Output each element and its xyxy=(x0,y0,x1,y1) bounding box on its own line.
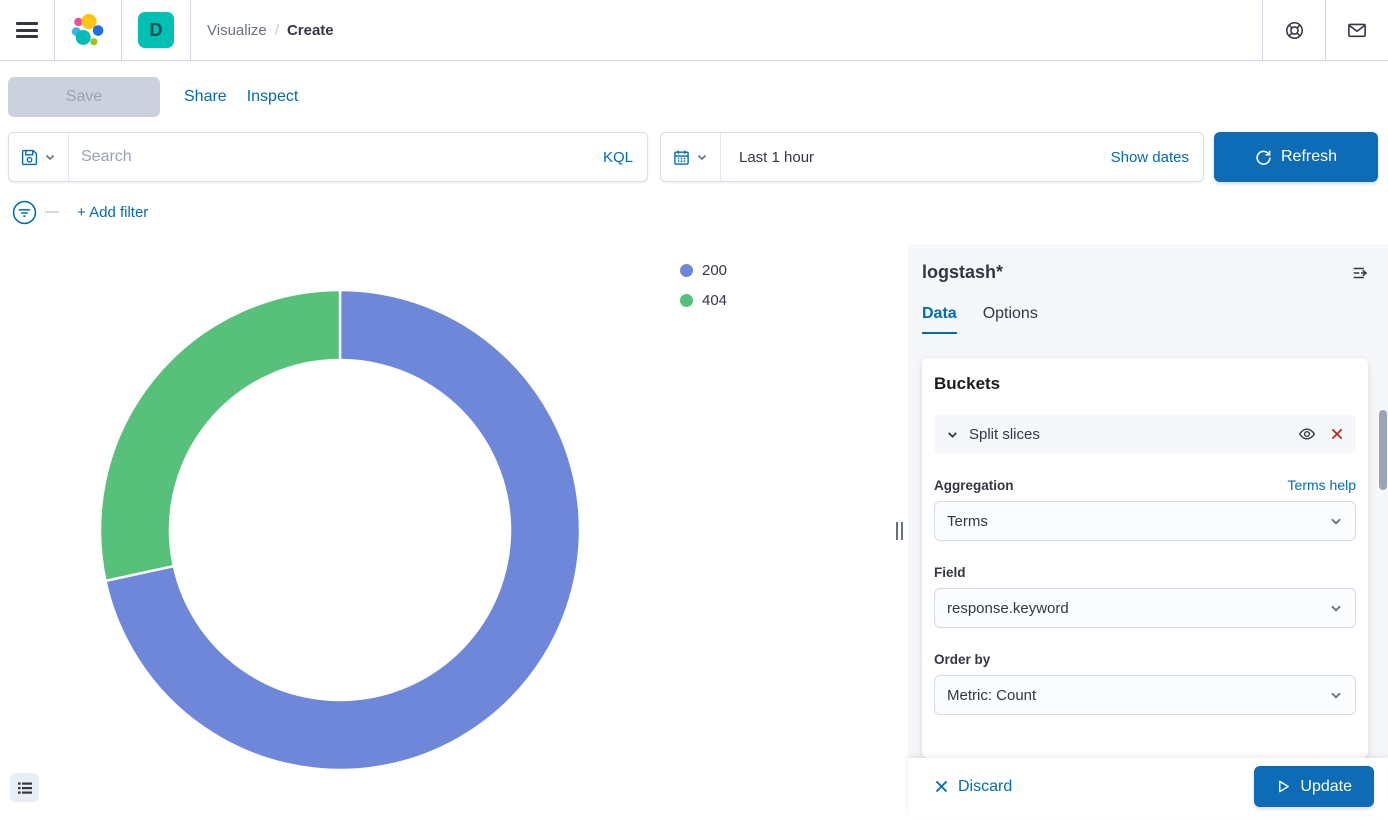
refresh-icon xyxy=(1256,150,1271,165)
legend-item-404[interactable]: 404 xyxy=(680,292,727,309)
aggregation-select[interactable]: Terms xyxy=(934,501,1356,541)
pie-slice-404[interactable] xyxy=(98,288,342,583)
filter-pin-divider xyxy=(45,211,59,213)
field-value: response.keyword xyxy=(947,599,1069,617)
header-divider xyxy=(121,0,122,60)
visualize-toolbar: Save Share Inspect xyxy=(0,62,1388,132)
save-query-icon xyxy=(21,149,38,165)
save-button[interactable]: Save xyxy=(8,77,160,117)
editor-action-bar: Discard Update xyxy=(908,758,1388,815)
chart-legend: 200 404 xyxy=(680,262,727,309)
breadcrumb: Visualize / Create xyxy=(191,0,350,60)
refresh-button[interactable]: Refresh xyxy=(1214,132,1378,182)
chevron-down-icon xyxy=(1331,518,1341,525)
tab-data[interactable]: Data xyxy=(922,305,957,334)
list-icon xyxy=(17,782,32,794)
header-divider xyxy=(1262,0,1263,60)
order-by-label: Order by xyxy=(934,652,991,667)
close-icon xyxy=(935,780,948,793)
hamburger-menu-icon[interactable] xyxy=(16,22,38,38)
add-filter-button[interactable]: + Add filter xyxy=(77,203,149,221)
editor-tabs: Data Options xyxy=(908,283,1388,334)
chevron-down-icon xyxy=(948,431,957,438)
update-button[interactable]: Update xyxy=(1254,766,1374,807)
tab-options[interactable]: Options xyxy=(983,305,1038,334)
legend-toggle-button[interactable] xyxy=(10,773,39,802)
help-icon xyxy=(1285,21,1303,39)
legend-dot-200 xyxy=(680,264,693,277)
chevron-down-icon xyxy=(697,154,707,161)
play-icon xyxy=(1279,780,1290,793)
index-pattern-title: logstash* xyxy=(922,262,1004,282)
vis-editor-sidebar: logstash* Data Options Buckets Split sli… xyxy=(908,244,1388,815)
menu-right-icon xyxy=(1353,267,1368,278)
filter-options-button[interactable] xyxy=(12,200,37,225)
discard-label: Discard xyxy=(958,777,1013,795)
elastic-logo-icon xyxy=(71,13,104,46)
newsfeed-button[interactable] xyxy=(1326,0,1388,60)
legend-dot-404 xyxy=(680,294,693,307)
saved-query-menu-button[interactable] xyxy=(9,133,69,181)
search-input[interactable] xyxy=(69,133,589,181)
order-by-select[interactable]: Metric: Count xyxy=(934,675,1356,715)
app-header: D Visualize / Create xyxy=(0,0,1388,61)
field-row: Field response.keyword xyxy=(934,565,1356,628)
close-icon xyxy=(1331,428,1343,440)
header-divider xyxy=(54,0,55,60)
date-picker-group: Last 1 hour Show dates xyxy=(660,132,1204,182)
mail-icon xyxy=(1348,23,1366,38)
query-bar: KQL Last 1 hour Show dates Refresh xyxy=(0,132,1388,182)
search-group: KQL xyxy=(8,132,648,182)
aggregation-label: Aggregation xyxy=(934,478,1014,493)
menu-section[interactable] xyxy=(0,0,54,60)
show-dates-button[interactable]: Show dates xyxy=(1110,148,1189,166)
share-button[interactable]: Share xyxy=(184,88,227,105)
space-badge[interactable]: D xyxy=(138,12,174,48)
field-select[interactable]: response.keyword xyxy=(934,588,1356,628)
remove-bucket-button[interactable] xyxy=(1330,427,1344,441)
eye-icon xyxy=(1298,428,1316,440)
filter-icon xyxy=(12,200,37,224)
space-selector[interactable]: D xyxy=(122,0,190,60)
breadcrumb-visualize[interactable]: Visualize xyxy=(207,21,267,39)
aggregation-value: Terms xyxy=(947,512,988,530)
legend-label: 404 xyxy=(702,292,728,309)
query-language-button[interactable]: KQL xyxy=(602,148,633,166)
buckets-panel: Buckets Split slices xyxy=(922,358,1368,758)
order-by-value: Metric: Count xyxy=(947,686,1037,704)
panel-resize-handle[interactable] xyxy=(890,519,908,543)
update-label: Update xyxy=(1300,777,1352,795)
terms-help-link[interactable]: Terms help xyxy=(1287,477,1356,493)
visualization-canvas xyxy=(0,244,908,815)
chevron-down-icon xyxy=(45,154,55,161)
legend-item-200[interactable]: 200 xyxy=(680,262,727,279)
field-label: Field xyxy=(934,565,966,580)
calendar-icon xyxy=(674,150,689,165)
toggle-visibility-button[interactable] xyxy=(1298,425,1316,443)
discard-button[interactable]: Discard xyxy=(934,778,1012,796)
header-divider xyxy=(1325,0,1326,60)
split-slices-accordion[interactable]: Split slices xyxy=(934,415,1356,453)
refresh-label: Refresh xyxy=(1280,148,1338,165)
time-range-display[interactable]: Last 1 hour xyxy=(739,148,815,166)
legend-label: 200 xyxy=(702,262,728,279)
breadcrumb-create: Create xyxy=(286,21,334,39)
chevron-down-icon xyxy=(1331,692,1341,699)
help-button[interactable] xyxy=(1263,0,1325,60)
donut-chart xyxy=(98,288,582,772)
panel-scrollbar[interactable] xyxy=(1379,410,1387,490)
collapse-sidebar-button[interactable] xyxy=(1352,264,1370,282)
quick-select-time-button[interactable] xyxy=(661,133,721,181)
pie-slice-200[interactable] xyxy=(103,288,582,772)
split-slices-label: Split slices xyxy=(969,425,1040,443)
elastic-logo[interactable] xyxy=(55,0,121,60)
aggregation-row: Aggregation Terms help Terms xyxy=(934,477,1356,541)
order-by-row: Order by Metric: Count xyxy=(934,652,1356,715)
filter-bar: + Add filter xyxy=(0,196,1388,228)
buckets-title: Buckets xyxy=(934,374,1001,393)
header-divider xyxy=(190,0,191,60)
breadcrumb-separator: / xyxy=(274,21,279,39)
chevron-down-icon xyxy=(1331,605,1341,612)
inspect-button[interactable]: Inspect xyxy=(246,88,299,105)
